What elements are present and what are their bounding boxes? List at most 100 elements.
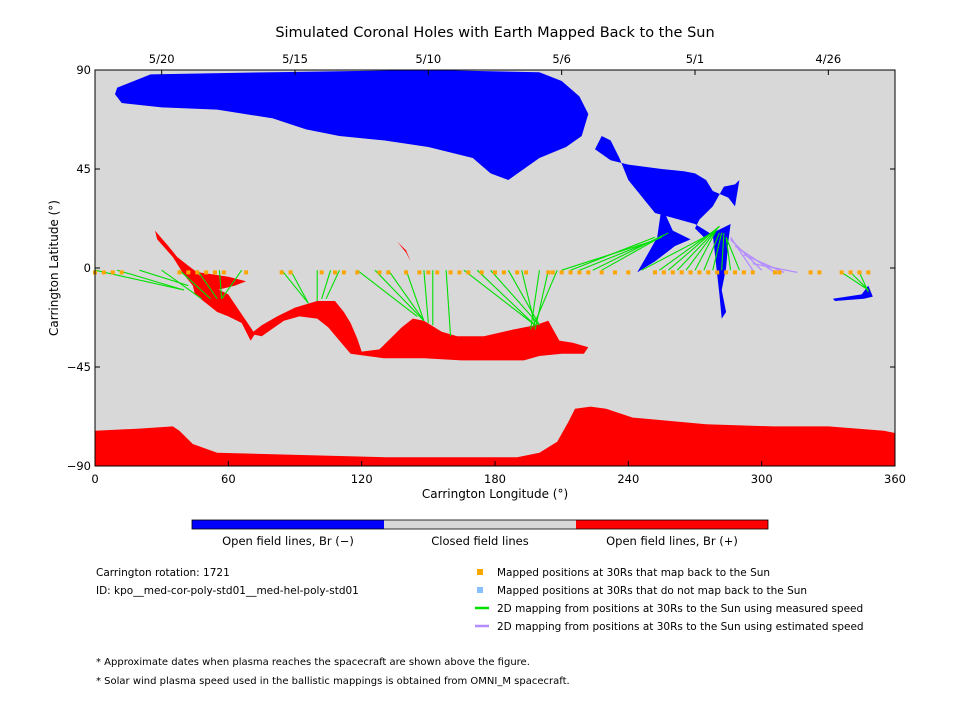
mapped-point-30 xyxy=(524,270,529,275)
legend: Mapped positions at 30Rs that map back t… xyxy=(475,567,864,633)
mapped-point-49 xyxy=(733,270,737,275)
measured-mapping-line-45 xyxy=(850,272,869,291)
x-axis-ticks: 0 60 120 180 240 300 360 xyxy=(91,461,906,486)
open-negative-region-0 xyxy=(115,70,589,180)
mapped-point-23 xyxy=(448,270,453,275)
measured-mapping-line-8 xyxy=(281,269,309,304)
x-tick-label-5: 300 xyxy=(751,472,773,486)
mapped-point-51 xyxy=(750,270,755,275)
mapped-point-32 xyxy=(550,270,555,275)
mapped-points xyxy=(93,270,871,275)
measured-mapping-line-7 xyxy=(221,269,243,300)
mapped-point-33 xyxy=(559,270,564,275)
mapped-point-12 xyxy=(288,270,293,275)
colorbar-closed xyxy=(384,520,576,529)
top-date-label-1: 5/15 xyxy=(282,52,308,66)
estimated-speed-mapping-lines xyxy=(730,236,798,274)
measured-mapping-line-31 xyxy=(592,234,665,271)
footnote-speed: * Solar wind plasma speed used in the ba… xyxy=(96,676,570,687)
open-negative-region-1 xyxy=(595,136,740,319)
measured-mapping-line-6 xyxy=(218,270,223,299)
model-id-text: ID: kpo__med-cor-poly-std01__med-hel-pol… xyxy=(96,585,359,597)
measured-mapping-line-11 xyxy=(321,270,332,299)
mapped-point-27 xyxy=(493,270,497,275)
colorbar: Open field lines, Br (−) Closed field li… xyxy=(191,519,769,548)
estimated-mapping-line-3 xyxy=(743,254,785,273)
top-date-label-4: 5/1 xyxy=(686,52,705,66)
mapped-point-54 xyxy=(808,270,813,275)
mapped-point-18 xyxy=(386,270,391,275)
mapped-point-19 xyxy=(404,270,409,275)
measured-mapping-line-42 xyxy=(725,237,732,271)
measured-mapping-line-34 xyxy=(659,227,718,271)
top-date-label-2: 5/10 xyxy=(415,52,441,66)
mapped-point-8 xyxy=(213,270,217,275)
mapped-point-58 xyxy=(857,270,862,275)
x-tick-label-0: 0 xyxy=(91,472,98,486)
measured-mapping-line-25 xyxy=(530,270,540,330)
colorbar-positive xyxy=(576,520,768,529)
top-date-label-0: 5/20 xyxy=(149,52,175,66)
y-tick-label-1: 45 xyxy=(76,162,91,176)
mapped-point-36 xyxy=(586,270,591,275)
mapped-point-25 xyxy=(466,270,471,275)
mapped-point-34 xyxy=(568,270,573,275)
mapped-point-13 xyxy=(319,270,324,275)
mapped-point-17 xyxy=(377,270,382,275)
top-date-axis: 5/20 5/15 5/10 5/6 5/1 4/26 xyxy=(149,52,841,75)
mapped-point-52 xyxy=(773,270,777,275)
measured-mapping-line-26 xyxy=(534,270,549,330)
measured-mapping-line-5 xyxy=(196,269,218,300)
legend-mapped-label: Mapped positions at 30Rs that map back t… xyxy=(497,567,770,579)
mapped-point-39 xyxy=(626,270,631,275)
mapped-point-42 xyxy=(670,270,675,275)
mapped-point-24 xyxy=(457,270,462,275)
measured-mapping-line-17 xyxy=(423,270,429,324)
mapped-point-53 xyxy=(777,270,782,275)
y-tick-label-2: 0 xyxy=(84,261,91,275)
mapped-point-16 xyxy=(355,270,360,275)
colorbar-negative xyxy=(192,520,384,529)
measured-mapping-line-35 xyxy=(667,225,720,271)
measured-mapping-line-13 xyxy=(356,269,418,317)
y-tick-label-3: −45 xyxy=(67,360,91,374)
x-tick-label-6: 360 xyxy=(884,472,906,486)
estimated-mapping-line-1 xyxy=(730,238,763,271)
mapped-point-57 xyxy=(848,270,853,275)
measured-mapping-line-39 xyxy=(703,232,720,271)
measured-mapping-line-22 xyxy=(490,269,540,326)
measured-mapping-line-1 xyxy=(117,269,185,291)
mapped-point-1 xyxy=(101,270,106,275)
top-date-label-3: 5/6 xyxy=(552,52,571,66)
measured-mapping-line-32 xyxy=(601,232,669,271)
mapped-point-50 xyxy=(741,270,746,275)
measured-mapping-line-15 xyxy=(387,269,425,322)
mapped-point-55 xyxy=(817,270,822,275)
footnote-dates: * Approximate dates when plasma reaches … xyxy=(96,657,530,668)
legend-not-mapped-label: Mapped positions at 30Rs that do not map… xyxy=(497,585,807,597)
mapped-point-40 xyxy=(653,270,657,275)
mapped-point-2 xyxy=(110,270,115,275)
mapped-point-41 xyxy=(661,270,666,275)
mapped-point-21 xyxy=(426,270,431,275)
measured-mapping-line-0 xyxy=(94,269,185,291)
open-positive-region-2 xyxy=(250,301,589,361)
mapped-point-59 xyxy=(866,270,871,275)
mapped-point-15 xyxy=(341,270,346,275)
mapped-point-31 xyxy=(546,270,551,275)
open-positive-region-1 xyxy=(199,272,247,290)
mapped-point-7 xyxy=(204,270,209,275)
top-date-label-5: 4/26 xyxy=(815,52,841,66)
y-axis-label: Carrington Latitude (°) xyxy=(47,200,61,336)
measured-mapping-line-12 xyxy=(325,269,340,300)
mapped-point-22 xyxy=(435,270,440,275)
mapped-point-43 xyxy=(679,270,684,275)
legend-mapped-marker xyxy=(477,569,483,575)
y-tick-label-4: −90 xyxy=(67,459,91,473)
measured-mapping-line-21 xyxy=(476,269,536,326)
measured-mapping-line-14 xyxy=(374,269,425,322)
open-negative-region-3 xyxy=(832,285,873,301)
x-tick-label-4: 240 xyxy=(617,472,639,486)
measured-mapping-line-20 xyxy=(463,269,536,326)
